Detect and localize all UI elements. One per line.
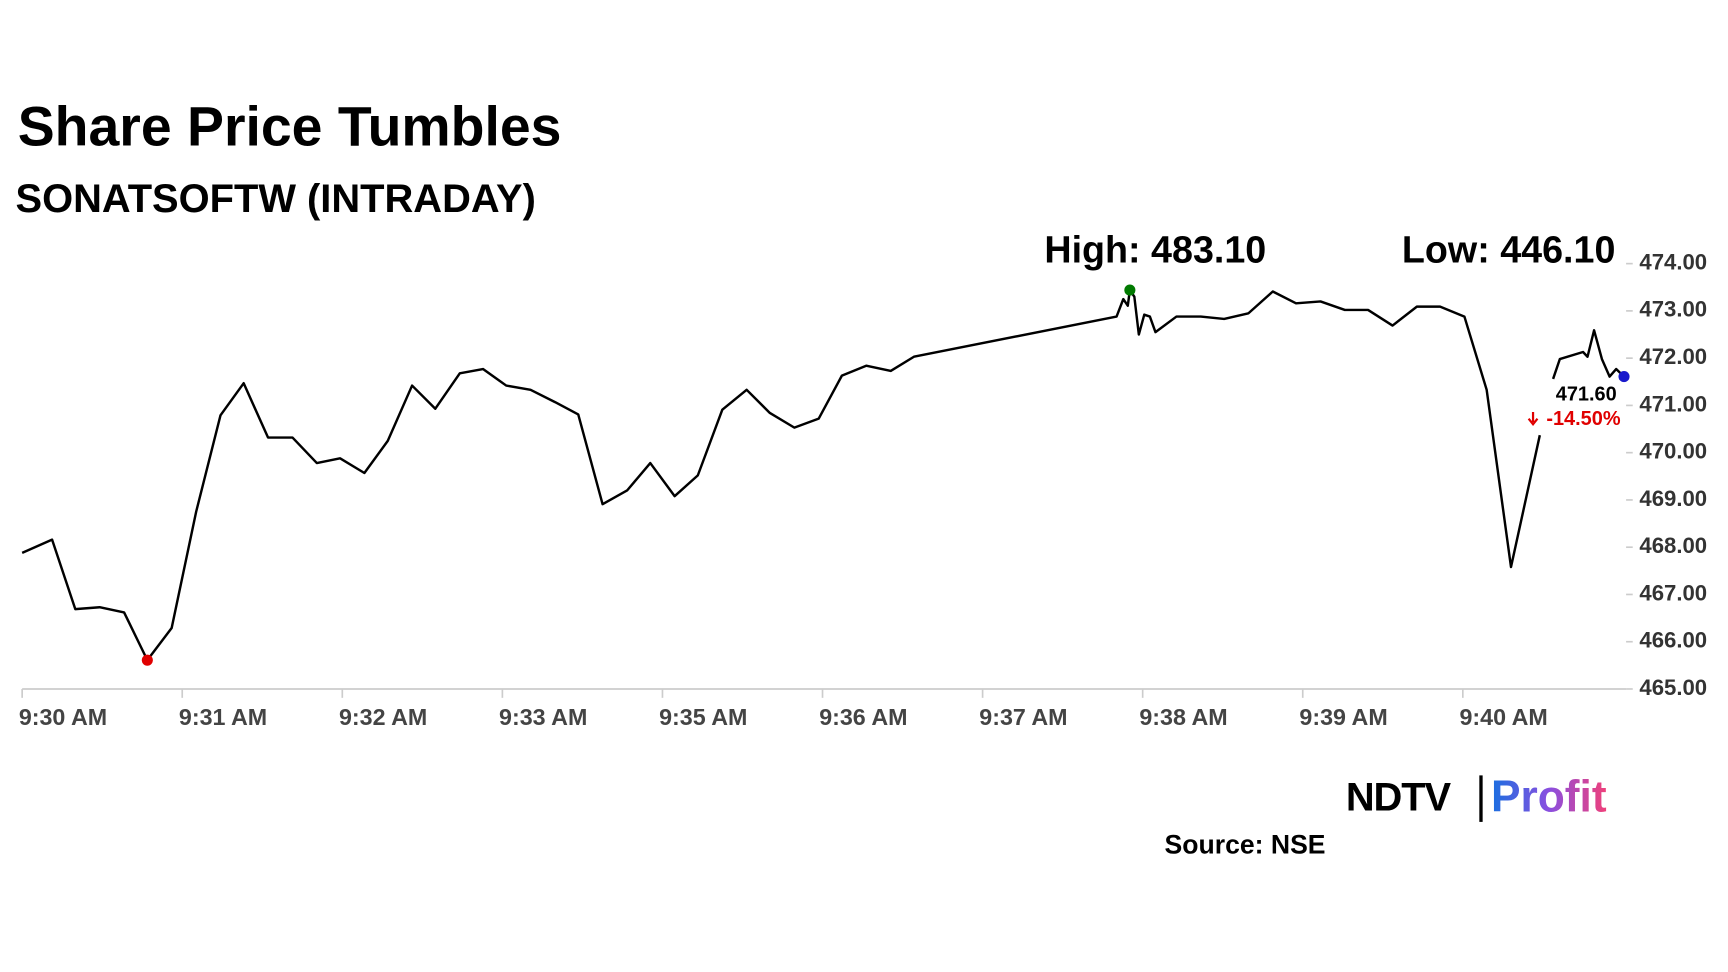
- y-tick-label: 470.00: [1639, 439, 1707, 464]
- x-tick-label: 9:37 AM: [979, 704, 1067, 730]
- low-marker: [141, 654, 153, 666]
- last-price-label: 471.60: [1556, 384, 1617, 406]
- price-line: [1551, 329, 1625, 380]
- x-tick-label: 9:35 AM: [659, 704, 747, 730]
- last-marker: [1618, 371, 1630, 383]
- x-tick-label: 9:30 AM: [19, 704, 107, 730]
- logo-right: Profit: [1491, 772, 1607, 821]
- y-tick-label: 468.00: [1639, 533, 1707, 558]
- down-arrow: [1527, 412, 1539, 427]
- y-tick-label: 471.00: [1639, 391, 1707, 416]
- y-tick-label: 466.00: [1639, 628, 1707, 653]
- x-tick-label: 9:40 AM: [1459, 704, 1547, 730]
- x-tick-label: 9:31 AM: [179, 704, 267, 730]
- logo-left: NDTV: [1346, 775, 1452, 819]
- low-annotation: Low: 446.10: [1402, 229, 1615, 271]
- x-tick-label: 9:32 AM: [339, 704, 427, 730]
- y-tick-label: 467.00: [1639, 580, 1707, 605]
- chart-subtitle: SONATSOFTW (INTRADAY): [16, 177, 536, 221]
- x-tick-label: 9:36 AM: [819, 704, 907, 730]
- change-label: -14.50%: [1546, 408, 1620, 430]
- high-annotation: High: 483.10: [1044, 229, 1266, 271]
- y-tick-label: 472.00: [1639, 344, 1707, 369]
- chart-title: Share Price Tumbles: [18, 95, 562, 157]
- source-note: Source: NSE: [1165, 829, 1326, 859]
- price-line: [21, 288, 1542, 662]
- y-tick-label: 474.00: [1639, 249, 1707, 274]
- x-tick-label: 9:33 AM: [499, 704, 587, 730]
- y-tick-label: 469.00: [1639, 486, 1707, 511]
- x-tick-label: 9:39 AM: [1299, 704, 1387, 730]
- high-marker: [1124, 284, 1136, 296]
- y-tick-label: 465.00: [1639, 675, 1707, 700]
- y-tick-label: 473.00: [1639, 297, 1707, 322]
- x-tick-label: 9:38 AM: [1139, 704, 1227, 730]
